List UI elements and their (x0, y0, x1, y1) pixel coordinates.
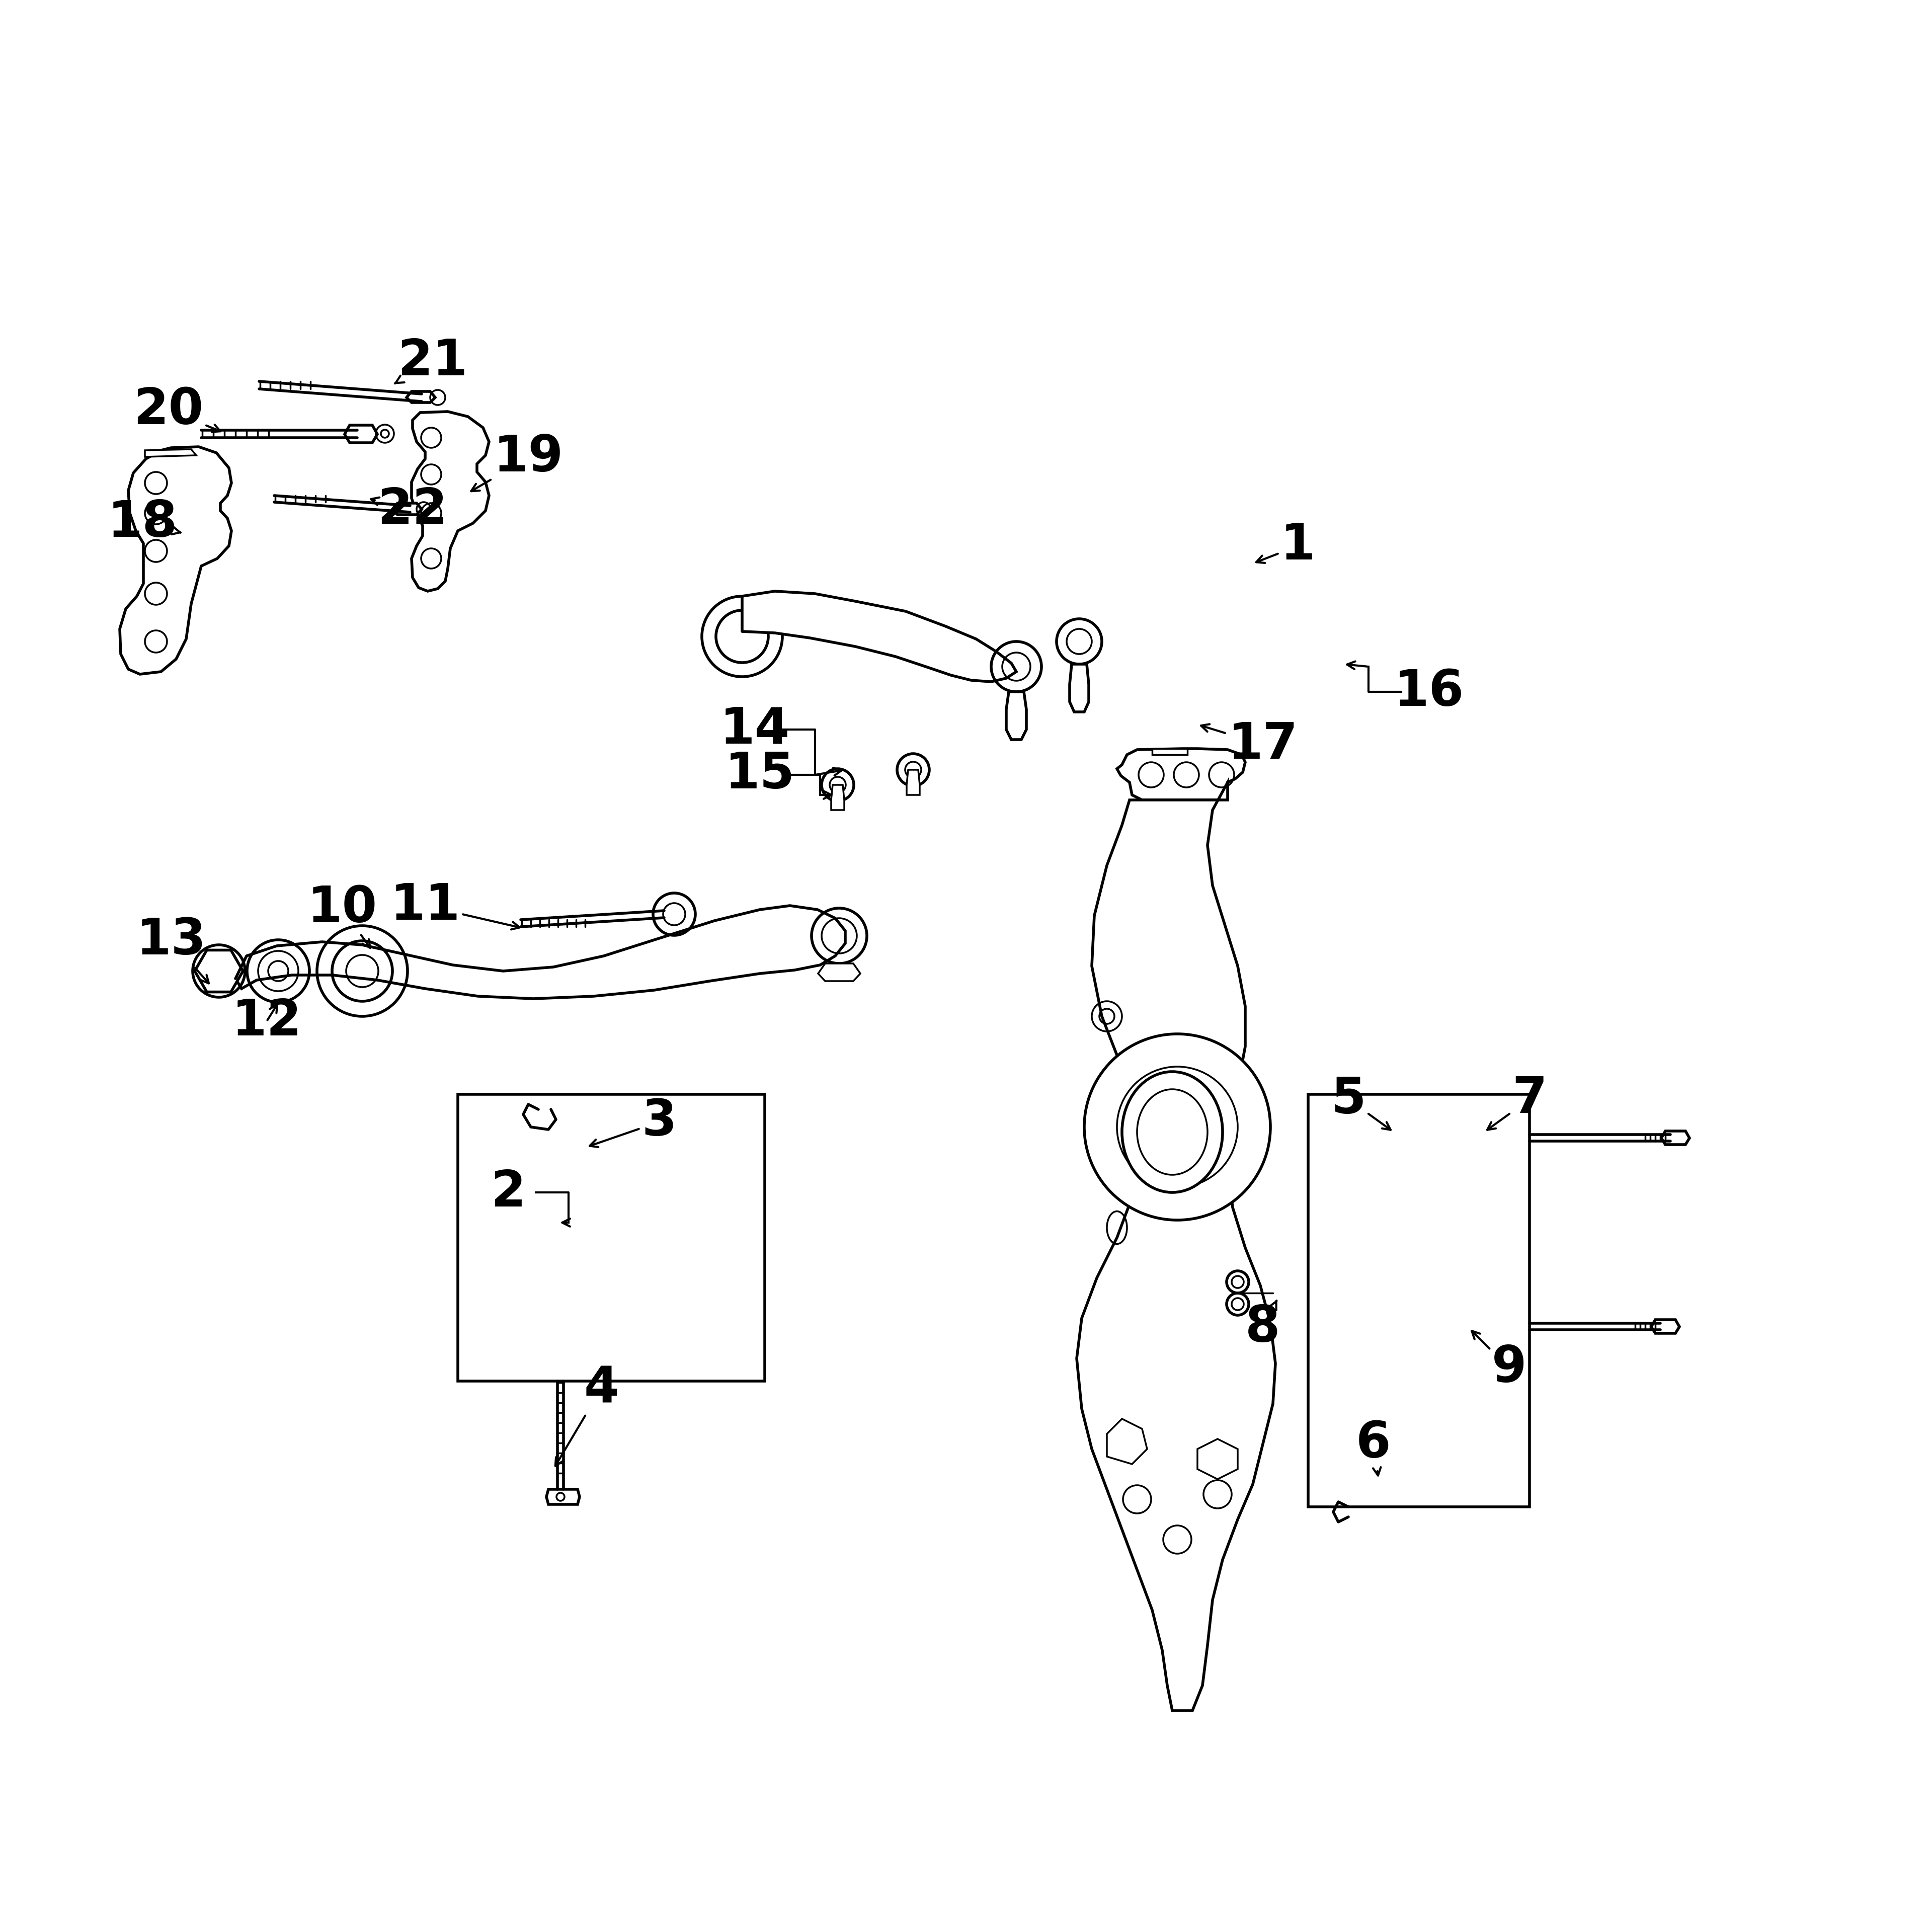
Polygon shape (145, 450, 197, 456)
Text: 16: 16 (1393, 667, 1464, 717)
Text: 22: 22 (371, 487, 448, 535)
Polygon shape (412, 412, 489, 591)
Text: 21: 21 (394, 336, 468, 386)
Text: 9: 9 (1472, 1331, 1526, 1393)
Text: 17: 17 (1202, 721, 1298, 769)
Polygon shape (551, 1138, 576, 1167)
Bar (458, 1094, 765, 1381)
Text: 14: 14 (721, 705, 790, 753)
Polygon shape (406, 392, 435, 402)
Polygon shape (549, 1155, 578, 1192)
Polygon shape (1151, 748, 1188, 755)
Polygon shape (236, 906, 846, 999)
Text: 1: 1 (1256, 522, 1316, 570)
Polygon shape (1314, 1101, 1507, 1376)
Polygon shape (1360, 1410, 1376, 1451)
Text: 10: 10 (307, 883, 377, 949)
Polygon shape (195, 951, 243, 991)
Text: 18: 18 (108, 498, 182, 547)
Polygon shape (120, 446, 232, 674)
Polygon shape (1117, 748, 1246, 800)
Text: 2: 2 (491, 1169, 526, 1217)
Text: 7: 7 (1488, 1074, 1548, 1130)
Polygon shape (1662, 1130, 1689, 1144)
Polygon shape (1007, 692, 1026, 740)
Polygon shape (831, 784, 844, 810)
Polygon shape (471, 1233, 748, 1281)
Polygon shape (742, 591, 1016, 682)
Polygon shape (906, 769, 920, 794)
Text: 13: 13 (135, 916, 209, 983)
Polygon shape (1652, 1320, 1679, 1333)
Bar (1308, 1094, 1530, 1507)
Text: 11: 11 (390, 881, 520, 929)
Text: 20: 20 (133, 386, 220, 435)
Polygon shape (1198, 1439, 1238, 1480)
Text: 4: 4 (554, 1364, 618, 1466)
Text: 19: 19 (471, 433, 564, 491)
Polygon shape (547, 1490, 580, 1505)
Polygon shape (392, 502, 421, 514)
Text: 6: 6 (1356, 1420, 1391, 1476)
Polygon shape (344, 425, 377, 442)
Polygon shape (1070, 665, 1090, 711)
Polygon shape (468, 1192, 750, 1233)
Polygon shape (817, 964, 860, 981)
Text: 3: 3 (589, 1097, 676, 1148)
Text: 12: 12 (232, 997, 301, 1045)
Polygon shape (1354, 1480, 1383, 1492)
Text: 15: 15 (725, 750, 794, 800)
Circle shape (1084, 1034, 1271, 1221)
Ellipse shape (1122, 1072, 1223, 1192)
Polygon shape (1076, 782, 1275, 1710)
Polygon shape (1107, 1418, 1148, 1464)
Text: 8: 8 (1246, 1300, 1281, 1352)
Text: 5: 5 (1331, 1074, 1391, 1130)
